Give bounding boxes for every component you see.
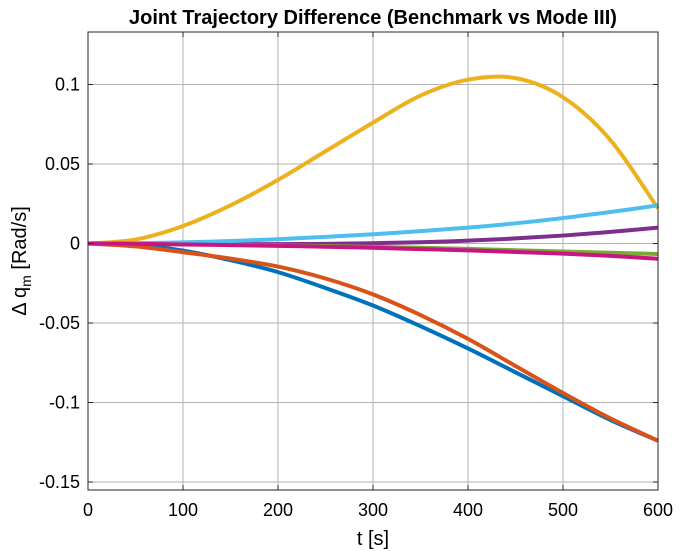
line-series-3 (87, 74, 660, 246)
chart-title: Joint Trajectory Difference (Benchmark v… (129, 7, 617, 29)
x-tick-label: 0 (83, 500, 93, 520)
series-layer (87, 74, 660, 443)
line-series-2 (87, 241, 659, 443)
x-tick-label: 200 (263, 500, 293, 520)
line-series-6 (87, 203, 659, 246)
x-tick-label: 400 (453, 500, 483, 520)
y-tick-label: -0.1 (49, 393, 80, 413)
y-tick-label: -0.15 (39, 472, 80, 492)
x-tick-label: 500 (548, 500, 578, 520)
line-series-7 (87, 241, 659, 261)
y-tick-label: 0.05 (45, 154, 80, 174)
y-axis-label: Δ qm [Rad/s] (9, 206, 34, 316)
tick-layer: 0 100 200 300 400 500 600 -0.15 -0.1 -0.05 0 0.05 0.… (39, 32, 673, 520)
x-tick-label: 300 (358, 500, 388, 520)
y-tick-label: 0 (70, 234, 80, 254)
y-tick-label: 0.1 (55, 74, 80, 94)
y-tick-label: -0.05 (39, 313, 80, 333)
x-tick-label: 600 (643, 500, 673, 520)
y-axis-label-prefix: Δ q (9, 287, 31, 316)
x-axis-label: t [s] (357, 528, 389, 550)
y-axis-label-suffix: [Rad/s] (9, 206, 31, 275)
y-axis-label-subscript: m (18, 275, 34, 287)
x-tick-label: 100 (168, 500, 198, 520)
grid-layer (88, 32, 658, 490)
